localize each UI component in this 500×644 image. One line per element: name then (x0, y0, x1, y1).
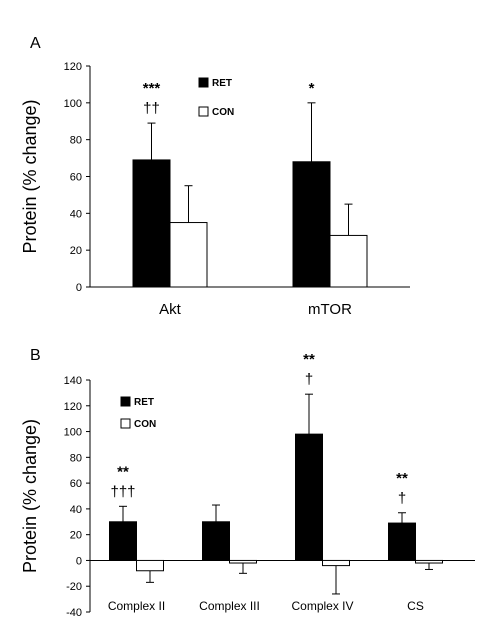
bar-con (136, 559, 164, 572)
y-tick-label: 40 (70, 208, 82, 220)
x-category-label: Complex II (108, 599, 165, 613)
x-category-label: Complex IV (291, 599, 353, 613)
bar-ret (388, 522, 416, 561)
bar-con (229, 559, 257, 564)
panel-letter: B (30, 347, 41, 364)
legend-swatch-ret (120, 396, 131, 407)
y-tick-label: 80 (70, 452, 82, 464)
significance-daggers: ††† (110, 483, 135, 500)
y-axis-label: Protein (% change) (20, 99, 40, 253)
bar-ret (132, 159, 171, 288)
significance-stars: *** (143, 80, 161, 97)
y-tick-label: 20 (70, 530, 82, 542)
legend-label-ret: RET (212, 78, 232, 89)
legend-swatch-con (120, 418, 131, 429)
y-tick-label: 100 (64, 427, 82, 439)
y-tick-label: 100 (64, 98, 82, 110)
panel-b-chart: B Protein (% change) -40 -20 0 20 40 60 80 100 120… (20, 347, 475, 619)
significance-daggers: †† (143, 100, 160, 117)
legend-swatch-ret (198, 77, 209, 88)
significance-stars: * (309, 80, 315, 97)
significance-daggers: † (398, 490, 406, 507)
y-tick-label: 0 (76, 282, 82, 294)
bar-con (415, 559, 443, 564)
significance-stars: ** (396, 470, 408, 487)
y-tick-label: 40 (70, 504, 82, 516)
y-tick-label: 80 (70, 135, 82, 147)
legend-swatch-con (198, 106, 209, 117)
bar-ret (292, 161, 331, 288)
bar-con (322, 559, 350, 567)
y-tick-label: 20 (70, 245, 82, 257)
x-category-label: mTOR (308, 301, 352, 318)
significance-stars: ** (303, 351, 315, 368)
significance-daggers: † (305, 371, 313, 388)
y-tick-label: 140 (64, 375, 82, 387)
y-tick-label: -20 (66, 581, 82, 593)
y-tick-label: 120 (64, 61, 82, 73)
bar-con (329, 234, 368, 288)
bar-ret (202, 521, 230, 561)
y-tick-label: 120 (64, 401, 82, 413)
y-tick-label: 60 (70, 478, 82, 490)
legend-label-con: CON (134, 419, 156, 430)
legend-label-ret: RET (134, 397, 154, 408)
significance-stars: ** (117, 463, 129, 480)
y-axis-label: Protein (% change) (20, 419, 40, 573)
bar-con (169, 222, 208, 288)
y-tick-label: 60 (70, 172, 82, 184)
bar-ret (295, 433, 323, 561)
x-category-label: Complex III (199, 599, 260, 613)
x-category-label: Akt (159, 301, 182, 318)
y-tick-label: -40 (66, 607, 82, 619)
panel-letter: A (30, 35, 41, 52)
bar-ret (109, 521, 137, 561)
legend-label-con: CON (212, 107, 234, 118)
x-category-label: CS (407, 599, 424, 613)
panel-a-chart: A Protein (% change) 0 20 40 60 80 100 120 Akt mTO… (20, 35, 410, 318)
y-tick-label: 0 (76, 555, 82, 567)
